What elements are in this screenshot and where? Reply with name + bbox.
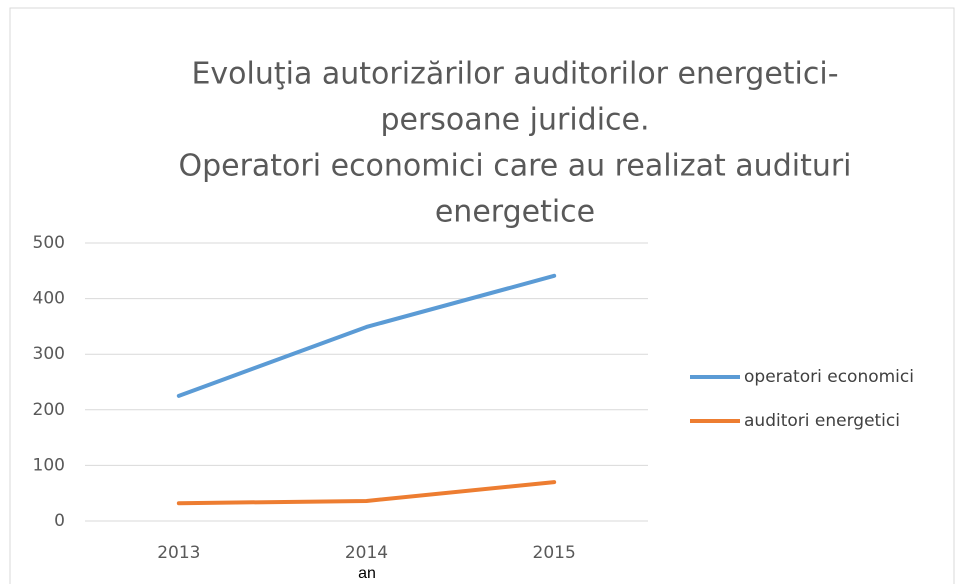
chart-title: Operatori economici care au realizat aud… xyxy=(178,149,851,184)
y-tick-label: 300 xyxy=(33,344,65,364)
y-tick-label: 400 xyxy=(33,289,65,309)
chart-title: Evoluţia autorizărilor auditorilor energ… xyxy=(191,57,838,92)
x-tick-label: 2015 xyxy=(533,543,576,563)
x-tick-label: 2014 xyxy=(345,543,388,563)
legend-label: auditori energetici xyxy=(744,411,900,431)
x-tick-label: 2013 xyxy=(157,543,200,563)
x-axis-label: an xyxy=(358,565,376,582)
y-tick-label: 200 xyxy=(33,400,65,420)
chart-title: energetice xyxy=(435,195,595,230)
legend-label: operatori economici xyxy=(744,367,914,387)
y-tick-label: 500 xyxy=(33,233,65,253)
y-tick-label: 100 xyxy=(33,455,65,475)
y-tick-label: 0 xyxy=(54,511,65,531)
chart-title: persoane juridice. xyxy=(380,103,649,138)
line-series xyxy=(176,273,557,398)
line-series xyxy=(176,480,557,506)
